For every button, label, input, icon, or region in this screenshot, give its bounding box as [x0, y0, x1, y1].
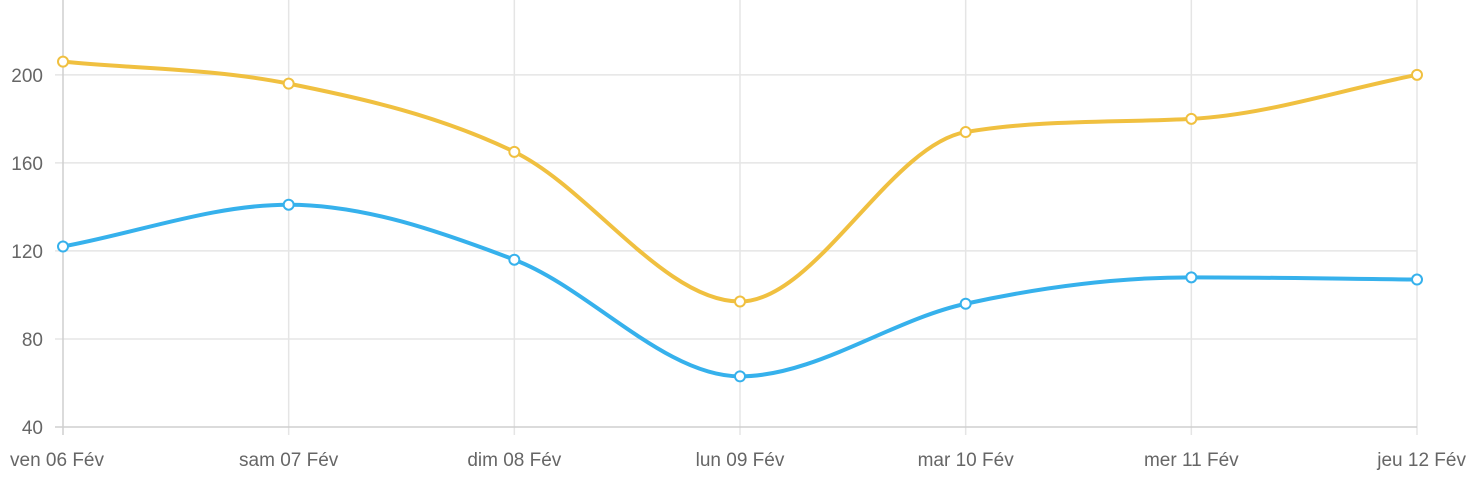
tick-labels: 40 80 120 160 200 ven 06 Fév sam 07 Fév dim 08 … [10, 66, 1466, 471]
x-tick-label: dim 08 Fév [467, 450, 561, 471]
data-point[interactable] [57, 240, 69, 253]
x-tick-label: sam 07 Fév [239, 450, 339, 471]
data-point[interactable] [1411, 273, 1423, 286]
data-point[interactable] [1185, 271, 1198, 284]
data-point[interactable] [508, 253, 521, 266]
data-point[interactable] [959, 126, 972, 139]
x-tick-label: lun 09 Fév [696, 450, 785, 471]
y-tick-label: 200 [11, 66, 43, 87]
y-tick-label: 40 [22, 418, 43, 439]
data-point[interactable] [1411, 68, 1423, 81]
data-point[interactable] [1185, 112, 1198, 125]
x-tick-label: jeu 12 Fév [1376, 450, 1466, 471]
data-point[interactable] [282, 77, 295, 90]
y-tick-label: 160 [11, 154, 43, 175]
x-tick-label: mar 10 Fév [918, 450, 1015, 471]
data-point[interactable] [734, 295, 746, 308]
x-tick-label: ven 06 Fév [10, 450, 104, 471]
data-point[interactable] [282, 198, 295, 211]
grid [55, 0, 1418, 435]
x-tick-label: mer 11 Fév [1144, 450, 1239, 471]
series-layer [57, 55, 1423, 383]
data-point[interactable] [734, 370, 746, 383]
data-point[interactable] [57, 55, 69, 68]
y-tick-label: 120 [11, 242, 43, 263]
y-tick-label: 80 [22, 330, 43, 351]
data-point[interactable] [508, 145, 521, 158]
data-point[interactable] [959, 297, 972, 310]
